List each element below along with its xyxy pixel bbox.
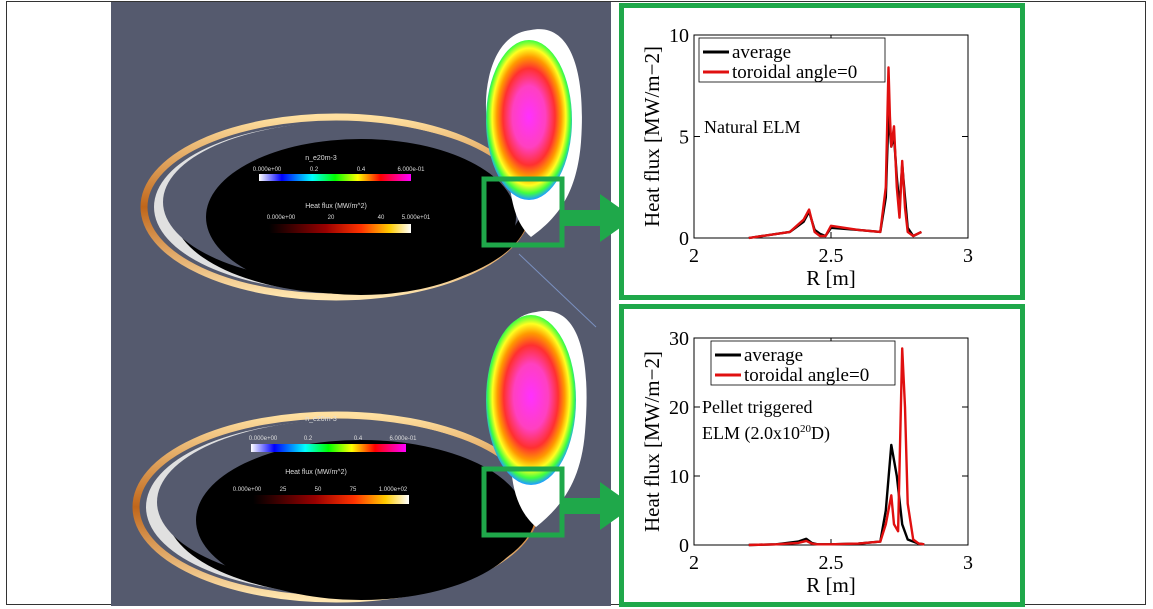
legend-label: toroidal angle=0 <box>732 62 857 83</box>
arrow-top <box>564 194 634 242</box>
x-axis-label: R [m] <box>806 573 856 597</box>
density-tick: 0.000e+00 <box>253 167 282 173</box>
arrow-right-icon <box>564 194 634 242</box>
density-tick: 0.2 <box>304 436 313 442</box>
x-tick-label: 2.5 <box>819 552 844 574</box>
heatflux-tick: 5.000e+01 <box>402 215 431 221</box>
y-tick-label: 0 <box>679 228 689 250</box>
x-tick-label: 3 <box>963 552 973 574</box>
arrow-bottom <box>564 482 634 530</box>
x-tick-label: 3 <box>963 245 973 267</box>
heatflux-tick: 0.000e+00 <box>267 215 296 221</box>
heatflux-colorbar <box>269 224 411 233</box>
torus-top <box>140 113 532 301</box>
heatflux-tick: 0.000e+00 <box>233 487 262 493</box>
series-line-toroidal-angle-0 <box>748 66 922 240</box>
heatflux-tick: 40 <box>378 215 385 221</box>
simulation-render: n_e20m-3 0.000e+00 0.2 0.4 6.000e-01 Hea… <box>132 29 597 603</box>
density-colorbar <box>259 174 411 181</box>
density-tick: 0.000e+00 <box>249 436 278 442</box>
density-colorbar <box>251 444 406 452</box>
chart-svg: 2 2.5 3 0 5 10 R [m] Heat flux [MW/m−2] averaget… <box>640 25 973 290</box>
y-tick-label: 0 <box>679 535 689 557</box>
heatflux-tick: 75 <box>350 487 357 493</box>
heatflux-tick: 20 <box>328 215 335 221</box>
x-tick-label: 2.5 <box>819 245 844 267</box>
heatflux-tick: 50 <box>315 487 322 493</box>
y-axis-label: Heat flux [MW/m−2] <box>640 46 664 227</box>
x-tick-label: 2 <box>689 552 699 574</box>
legend-box <box>710 340 896 386</box>
divertor-highlight-bottom <box>481 466 565 538</box>
annotation-pellet-line1: Pellet triggered <box>702 397 812 417</box>
x-axis-label: R [m] <box>806 266 856 290</box>
y-tick-label: 20 <box>669 397 689 419</box>
density-tick: 6.000e-01 <box>397 167 425 173</box>
annotation-part: ELM (2.0x10 <box>702 423 800 444</box>
annotation-superscript: 20 <box>800 423 812 435</box>
annotation-pellet-line2: ELM (2.0x1020D) <box>702 423 830 444</box>
annotation-part: D) <box>811 423 830 444</box>
y-tick-label: 10 <box>669 466 689 488</box>
annotation-natural-elm: Natural ELM <box>704 117 800 137</box>
legend-label: average <box>732 42 791 63</box>
y-tick-label: 5 <box>679 127 689 149</box>
density-tick: 6.000e-01 <box>389 436 417 442</box>
colorbars-top: n_e20m-3 0.000e+00 0.2 0.4 6.000e-01 Hea… <box>253 155 431 233</box>
y-tick-label: 10 <box>669 25 689 47</box>
density-tick: 0.4 <box>354 436 363 442</box>
y-axis-label: Heat flux [MW/m−2] <box>640 351 664 532</box>
density-colorbar-title: n_e20m-3 <box>305 155 337 162</box>
arrow-right-icon <box>564 482 634 530</box>
heatflux-colorbar-title: Heat flux (MW/m^2) <box>305 203 367 210</box>
plasma-cross-section-top <box>485 29 582 238</box>
x-tick-label: 2 <box>689 245 699 267</box>
heatflux-colorbar <box>253 495 409 504</box>
density-colorbar-title: n_e20m-3 <box>305 416 337 423</box>
colorbars-bottom: n_e20m-3 0.000e+00 0.2 0.4 6.000e-01 Hea… <box>233 416 417 504</box>
y-tick-label: 30 <box>669 328 689 350</box>
heatflux-tick: 1.000e+02 <box>379 487 408 493</box>
divertor-highlight-top <box>481 176 565 248</box>
heatflux-colorbar-title: Heat flux (MW/m^2) <box>285 469 347 476</box>
torus-bottom <box>132 411 540 603</box>
simulation-panel: n_e20m-3 0.000e+00 0.2 0.4 6.000e-01 Hea… <box>111 2 611 606</box>
series-line-toroidal-angle-0 <box>748 347 925 547</box>
chart-pellet-elm: 2 2.5 3 0 10 20 30 R [m] Heat flux [MW/m−2] avera… <box>619 304 1025 607</box>
connector-line <box>518 253 597 328</box>
heatflux-tick: 25 <box>280 487 287 493</box>
legend-box <box>698 37 886 83</box>
density-tick: 0.2 <box>310 167 319 173</box>
legend-label: average <box>744 345 803 366</box>
density-tick: 0.4 <box>357 167 366 173</box>
legend-label: toroidal angle=0 <box>744 365 869 386</box>
chart-natural-elm: 2 2.5 3 0 5 10 R [m] Heat flux [MW/m−2] average t… <box>619 3 1025 300</box>
